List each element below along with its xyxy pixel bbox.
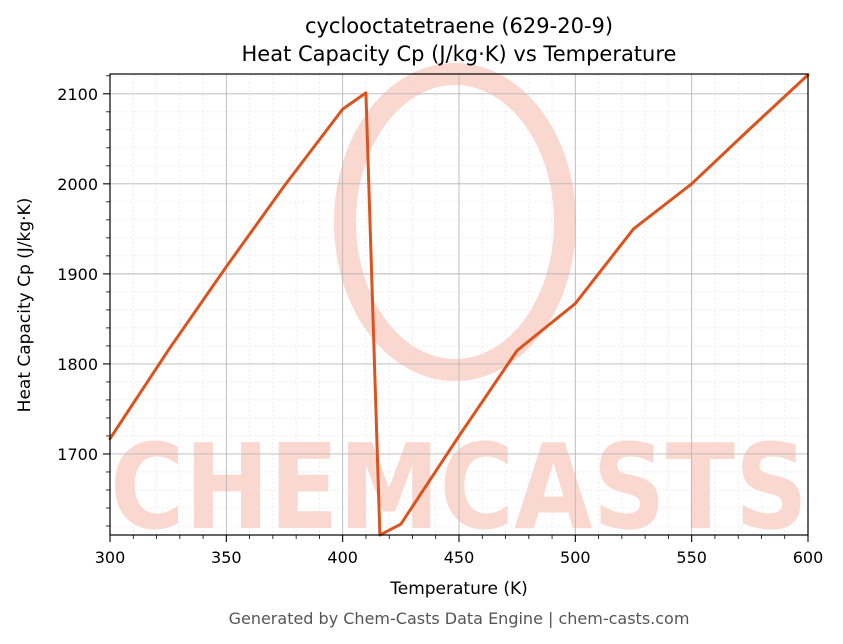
- x-tick-label: 600: [793, 548, 824, 567]
- x-tick-label: 300: [95, 548, 126, 567]
- chart-title-line1: cyclooctatetraene (629-20-9): [305, 14, 613, 38]
- watermark-logo-ring: [334, 63, 576, 381]
- x-tick-label: 400: [327, 548, 358, 567]
- x-axis-label: Temperature (K): [389, 579, 528, 599]
- chart-title-line2: Heat Capacity Cp (J/kg·K) vs Temperature: [242, 42, 677, 66]
- y-tick-label: 1700: [57, 445, 98, 464]
- x-axis-ticks: 300 350 400 450 500 550 600: [95, 535, 824, 567]
- y-axis-ticks: 1700 1800 1900 2000 2100: [57, 75, 110, 527]
- y-tick-label: 1800: [57, 355, 98, 374]
- x-tick-label: 350: [211, 548, 242, 567]
- series-line-0: [108, 73, 810, 537]
- y-tick-label: 2100: [57, 85, 98, 104]
- x-tick-label: 500: [560, 548, 591, 567]
- footer-credit: Generated by Chem-Casts Data Engine | ch…: [229, 609, 690, 628]
- series-layer: [108, 73, 810, 537]
- y-axis-label: Heat Capacity Cp (J/kg·K): [15, 198, 35, 413]
- x-tick-label: 450: [444, 548, 475, 567]
- y-tick-label: 1900: [57, 265, 98, 284]
- x-tick-label: 550: [676, 548, 707, 567]
- y-tick-label: 2000: [57, 175, 98, 194]
